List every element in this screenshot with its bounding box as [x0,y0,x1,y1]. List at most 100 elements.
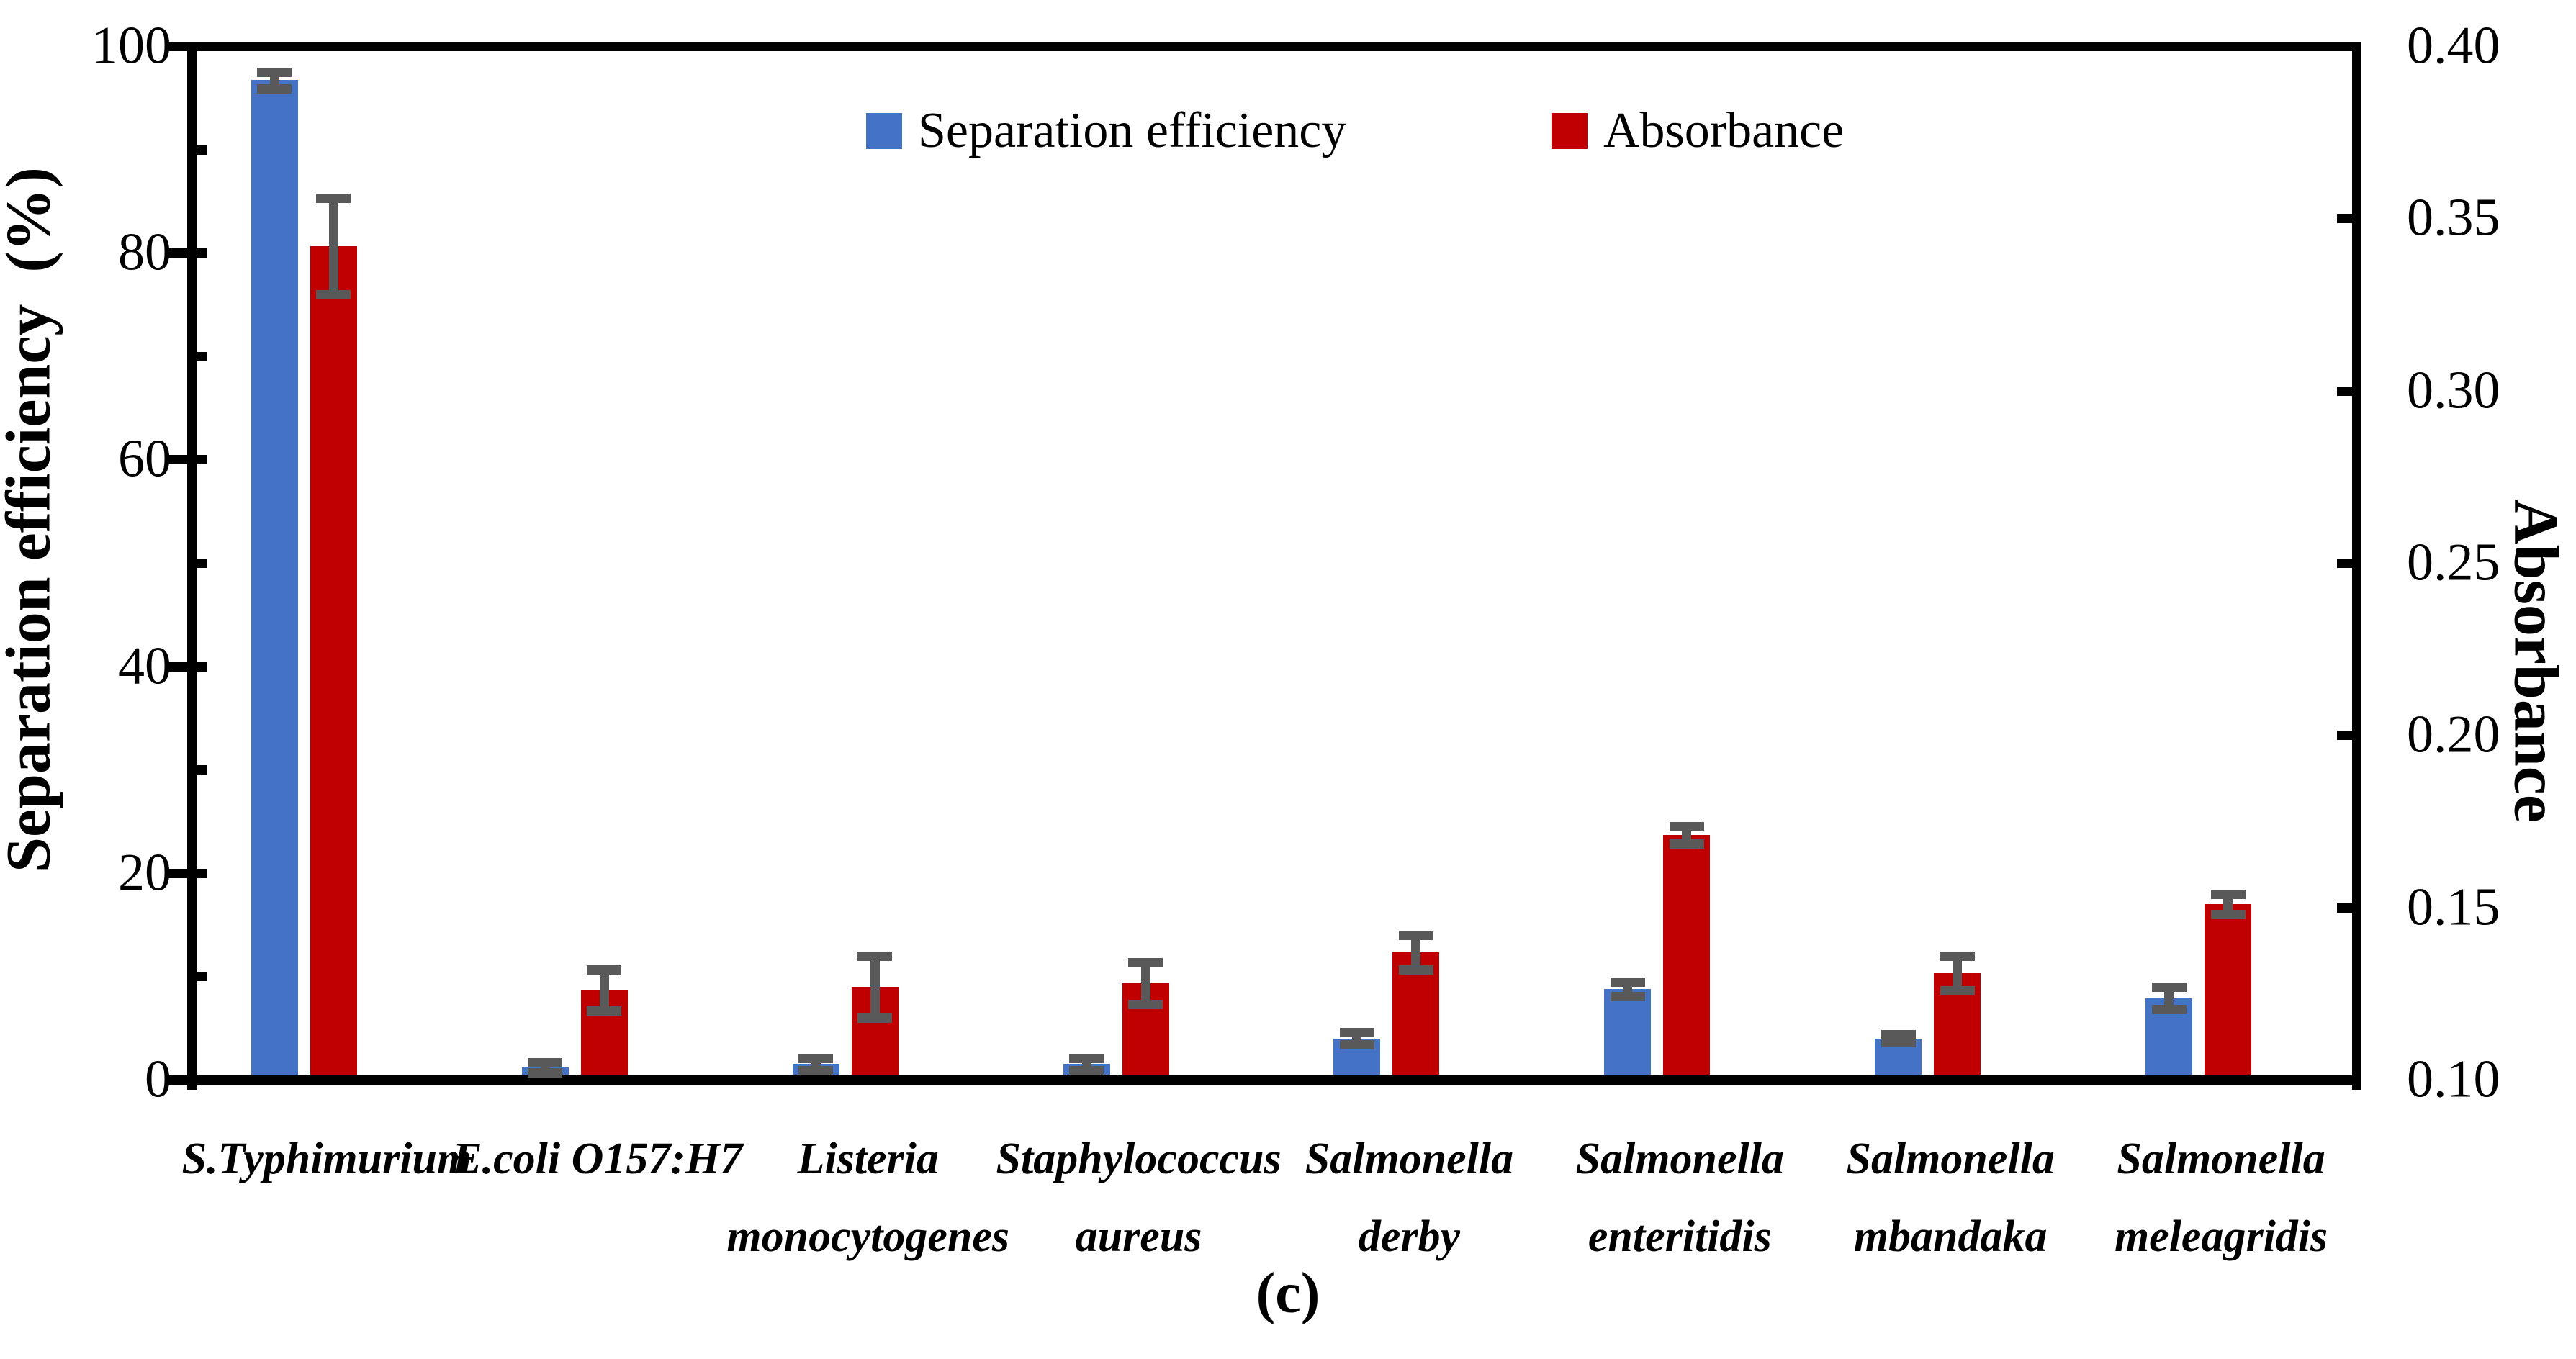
error-bar-cap-bottom [1881,1038,1916,1048]
x-axis-category-label-line: enteritidis [1588,1212,1772,1261]
x-axis-category-label: S.Typhimurium [125,1120,528,1198]
error-bar-stem [870,955,880,1018]
x-axis-line [187,1075,2361,1085]
figure-caption: (c) [1256,1262,1320,1325]
left-axis-tick-label: 100 [91,16,171,76]
x-axis-category-label-line: mbandaka [1853,1212,2048,1261]
x-axis-category-label-line: Salmonella [1305,1134,1514,1183]
plot-top-line [187,42,2361,51]
x-axis-category-label-line: Salmonella [2117,1134,2325,1183]
error-bar-cap-top [1128,958,1163,968]
x-axis-category-label-line: Listeria [797,1134,939,1183]
error-bar-cap-bottom [1398,965,1433,975]
left-axis-major-tick [168,1075,207,1085]
left-axis-major-tick [168,662,207,672]
legend-item-absorbance: Absorbance [1552,103,1844,158]
error-bar-cap-top [1069,1053,1104,1063]
error-bar-cap-bottom [1339,1040,1374,1050]
x-axis-category-label-line: Salmonella [1575,1134,1784,1183]
legend: Separation efficiency Absorbance [0,103,2576,158]
right-axis-tick-label: 0.15 [2407,877,2500,937]
error-bar-cap-bottom [257,83,292,94]
right-axis-major-tick [2337,731,2352,741]
error-bar-cap-bottom [1128,999,1163,1009]
error-bar-cap-top [1940,951,1975,961]
error-bar-cap-top [587,965,622,975]
right-axis-title: Absorbance [2500,499,2571,823]
x-axis-category-label: Salmonella derby [1207,1120,1611,1276]
right-axis-tick-label: 0.20 [2407,705,2500,764]
error-bar-cap-bottom [1610,991,1645,1001]
error-bar-cap-top [316,193,351,203]
error-bar-cap-top [2210,889,2246,899]
error-bar-cap-bottom [528,1067,563,1078]
y-axis-right-line [2352,42,2361,1090]
x-axis-category-label-line: Staphylococcus [996,1134,1282,1183]
x-axis-category-label: Salmonella enteritidis [1478,1120,1881,1276]
x-axis-category-label: Staphylococcus aureus [937,1120,1341,1276]
error-bar-stem [599,969,609,1011]
x-axis-category-label-line: S.Typhimurium [181,1134,472,1183]
left-axis-major-tick [168,42,207,51]
left-axis-tick-label: 40 [118,636,171,696]
left-axis-minor-tick [197,145,207,155]
x-axis-category-label: Salmonella meleagridis [2019,1120,2423,1276]
error-bar-cap-bottom [798,1066,834,1076]
error-bar-cap-top [798,1053,834,1063]
legend-label: Separation efficiency [918,103,1347,158]
error-bar-cap-bottom [1669,839,1704,849]
bar-separation-efficiency [1604,988,1652,1075]
left-axis-tick-label: 60 [118,429,171,489]
left-axis-minor-tick [197,351,207,361]
right-axis-major-tick [2337,42,2352,51]
error-bar-cap-top [257,67,292,77]
x-axis-category-label-line: aureus [1075,1212,1202,1261]
error-bar-stem [2164,986,2174,1010]
left-axis-major-tick [168,868,207,878]
error-bar-cap-bottom [1069,1066,1104,1076]
error-bar-cap-bottom [1940,985,1975,995]
left-axis-minor-tick [197,972,207,982]
right-axis-tick-label: 0.35 [2407,188,2500,248]
bar-absorbance [2205,903,2252,1075]
x-axis-category-label-line: E.coli O157:H7 [452,1134,743,1183]
error-bar-stem [1140,962,1150,1004]
error-bar-cap-top [2151,982,2187,992]
right-axis-tick-label: 0.25 [2407,533,2500,592]
right-axis-major-tick [2337,903,2352,913]
left-axis-tick-label: 0 [145,1049,171,1109]
legend-label: Absorbance [1603,103,1845,158]
x-axis-category-label: E.coli O157:H7 [396,1120,799,1198]
error-bar-cap-top [1669,822,1704,832]
error-bar-cap-bottom [587,1006,622,1016]
error-bar-cap-bottom [857,1013,893,1023]
error-bar-cap-top [1339,1027,1374,1037]
right-axis-tick-label: 0.40 [2407,16,2500,76]
x-axis-category-label-line: meleagridis [2114,1212,2328,1261]
left-axis-tick-label: 20 [118,843,171,903]
y-axis-left-line [187,42,197,1090]
right-axis-major-tick [2337,1075,2352,1085]
x-axis-category-label-line: Salmonella [1846,1134,2055,1183]
error-bar-cap-top [857,951,893,961]
x-axis-category-label: Listeria monocytogenes [667,1120,1070,1276]
error-bar-stem [2223,893,2233,915]
error-bar-cap-bottom [316,289,351,299]
left-axis-tick-label: 80 [118,222,171,282]
bar-separation-efficiency [251,80,298,1075]
error-bar-cap-top [1881,1029,1916,1039]
left-axis-major-tick [168,455,207,465]
error-bar-cap-top [1610,977,1645,987]
error-bar-stem [1953,955,1963,990]
right-axis-tick-label: 0.30 [2407,361,2500,420]
right-axis-major-tick [2337,559,2352,568]
error-bar-stem [1411,934,1421,970]
error-bar-cap-top [1398,930,1433,940]
x-axis-category-label-line: monocytogenes [726,1212,1009,1261]
legend-swatch-blue [866,113,902,149]
bar-absorbance [1663,835,1711,1075]
left-axis-minor-tick [197,559,207,568]
x-axis-category-label-line: derby [1358,1212,1461,1261]
left-axis-major-tick [168,248,207,258]
